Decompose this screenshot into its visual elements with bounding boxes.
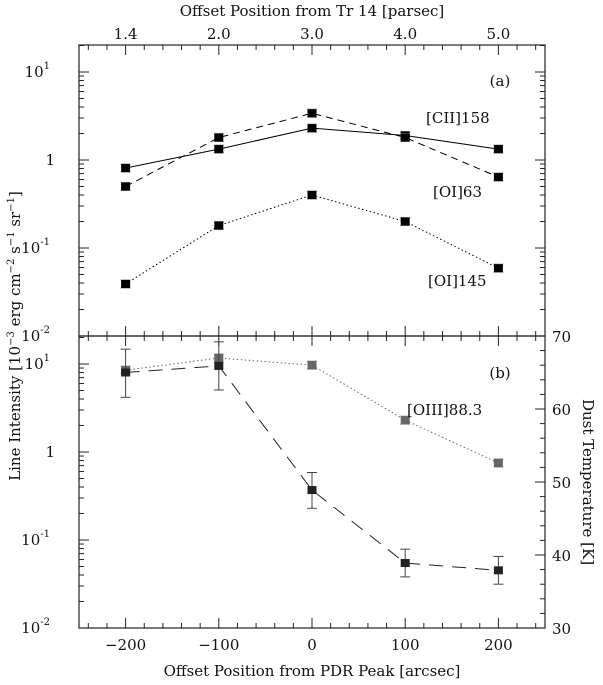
dust-temperature-point — [121, 368, 131, 377]
dust-temperature-point — [214, 361, 224, 370]
y-tick-label: 101 — [25, 353, 50, 373]
x-tick-label: 100 — [391, 636, 420, 654]
y2-tick-label: 50 — [552, 474, 571, 492]
oi63-point — [307, 109, 317, 118]
dust-temperature-point — [400, 559, 410, 568]
dust-temperature-point — [307, 486, 317, 495]
panel-b-label: (b) — [489, 364, 510, 382]
oi145-point — [214, 221, 224, 230]
oi63-point — [214, 133, 224, 142]
x-tick-label: 0 — [307, 636, 317, 654]
y-tick-label: 10-1 — [21, 529, 50, 549]
oi145-point — [400, 217, 410, 226]
y-tick-label: 1 — [45, 151, 55, 169]
oi145-point — [121, 279, 131, 288]
top-x-axis-title: Offset Position from Tr 14 [parsec] — [180, 2, 445, 20]
y-tick-label: 10-2 — [21, 617, 50, 637]
y-tick-label: 101 — [25, 61, 50, 81]
oiii88-point — [493, 458, 503, 467]
y2-tick-label: 30 — [552, 620, 571, 638]
top-x-tick-label: 4.0 — [393, 25, 417, 43]
cii158-point — [121, 164, 131, 173]
y2-axis-title: Dust Temperature [K] — [579, 399, 597, 565]
oiii88-point — [400, 416, 410, 425]
cii158-point — [307, 124, 317, 133]
oi145-line — [125, 194, 499, 285]
x-tick-label: −200 — [105, 636, 146, 654]
y2-tick-label: 70 — [552, 328, 571, 346]
top-x-tick-label: 5.0 — [486, 25, 510, 43]
y-axis-title: Line Intensity [10−3 erg cm−2 s−1 sr−1] — [6, 191, 24, 481]
dust-temperature-line — [125, 365, 499, 571]
oi63-point — [493, 173, 503, 182]
cii158-line — [125, 127, 499, 169]
oi145-point — [307, 191, 317, 200]
y-tick-label: 10-2 — [21, 325, 50, 345]
series-label-oiii88: [OIII]88.3 — [407, 401, 482, 419]
x-tick-label: 200 — [484, 636, 513, 654]
top-x-tick-label: 2.0 — [207, 25, 231, 43]
top-x-tick-label: 1.4 — [114, 25, 138, 43]
series-label-oi63: [OI]63 — [433, 183, 482, 201]
oiii88-point — [307, 361, 317, 370]
y2-tick-label: 60 — [552, 401, 571, 419]
y-tick-label: 1 — [45, 443, 55, 461]
series-label-oi145: [OI]145 — [428, 272, 487, 290]
panel-a-label: (a) — [490, 72, 511, 90]
cii158-point — [493, 145, 503, 154]
y2-tick-label: 40 — [552, 547, 571, 565]
cii158-point — [214, 145, 224, 154]
x-tick-label: −100 — [198, 636, 239, 654]
top-x-tick-label: 3.0 — [300, 25, 324, 43]
y-tick-label: 10-1 — [21, 237, 50, 257]
oi145-point — [493, 264, 503, 273]
dust-temperature-point — [493, 566, 503, 575]
x-axis-title: Offset Position from PDR Peak [arcsec] — [164, 662, 461, 680]
series-label-cii158: [CII]158 — [426, 109, 490, 127]
oi63-point — [400, 133, 410, 142]
oi63-point — [121, 182, 131, 191]
